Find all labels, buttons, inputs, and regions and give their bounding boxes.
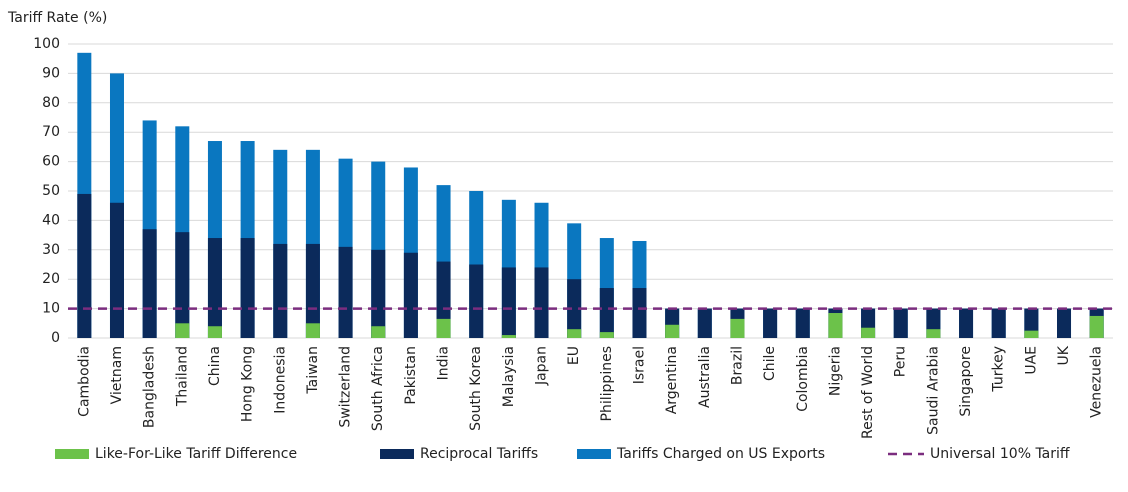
bar	[305, 323, 320, 338]
bar	[207, 326, 222, 338]
bar	[861, 327, 876, 338]
bar	[436, 318, 451, 338]
bar	[926, 329, 941, 338]
bar	[142, 229, 157, 338]
legend-label: Tariffs Charged on US Exports	[616, 446, 825, 462]
x-tick-label: Singapore	[958, 346, 974, 417]
bar	[501, 335, 516, 338]
legend-label: Like-For-Like Tariff Difference	[95, 446, 297, 462]
x-tick-label: Australia	[697, 346, 713, 408]
bar	[273, 243, 288, 338]
bar	[730, 318, 745, 338]
bar	[991, 308, 1006, 338]
y-tick-label: 70	[42, 124, 60, 140]
y-tick-label: 40	[42, 212, 60, 228]
x-tick-label: Malaysia	[501, 346, 517, 407]
y-tick-label: 60	[42, 154, 60, 170]
x-tick-label: Peru	[893, 346, 909, 377]
bar	[77, 193, 92, 338]
x-tick-label: UAE	[1023, 346, 1039, 375]
bar	[1089, 315, 1104, 338]
bar	[175, 232, 190, 338]
x-tick-label: Chile	[762, 346, 778, 381]
x-tick-label: Thailand	[174, 346, 190, 407]
y-tick-label: 50	[42, 183, 60, 199]
x-tick-label: South Korea	[468, 346, 484, 431]
x-tick-label: Japan	[534, 346, 550, 386]
x-tick-label: Colombia	[795, 346, 811, 412]
x-tick-label: Rest of World	[860, 346, 876, 439]
bar	[763, 308, 778, 338]
bar	[1024, 330, 1039, 338]
bar	[795, 308, 810, 338]
bar	[534, 267, 549, 338]
x-tick-label: Venezuela	[1089, 346, 1105, 418]
bar	[599, 332, 614, 338]
y-tick-label: 30	[42, 242, 60, 258]
y-tick-label: 0	[51, 330, 60, 346]
bar	[828, 313, 843, 338]
x-tick-label: Indonesia	[272, 346, 288, 414]
bar	[371, 249, 386, 338]
x-tick-label: EU	[566, 346, 582, 365]
bar	[501, 267, 516, 338]
x-tick-label: Brazil	[729, 346, 745, 385]
bar	[305, 243, 320, 338]
legend-swatch	[577, 449, 611, 459]
x-tick-label: Cambodia	[76, 346, 92, 417]
bar	[665, 324, 680, 338]
x-tick-label: South Africa	[370, 346, 386, 431]
x-tick-label: Argentina	[664, 346, 680, 414]
bar	[371, 326, 386, 338]
bar	[697, 308, 712, 338]
x-tick-label: Israel	[631, 346, 647, 384]
x-tick-label: Philippines	[599, 346, 615, 421]
legend-swatch	[380, 449, 414, 459]
x-tick-label: Bangladesh	[142, 346, 158, 428]
bar	[403, 252, 418, 338]
x-tick-label: Turkey	[991, 346, 1007, 393]
bar	[567, 329, 582, 338]
x-tick-label: Vietnam	[109, 346, 125, 404]
bar	[893, 308, 908, 338]
bar	[207, 238, 222, 338]
legend-label: Universal 10% Tariff	[930, 446, 1070, 462]
y-tick-label: 80	[42, 95, 60, 111]
bar	[175, 323, 190, 338]
x-tick-label: India	[436, 346, 452, 380]
x-tick-label: Taiwan	[305, 346, 321, 395]
y-tick-label: 90	[42, 65, 60, 81]
bar	[959, 308, 974, 338]
legend-label: Reciprocal Tariffs	[420, 446, 538, 462]
x-tick-label: Hong Kong	[240, 346, 256, 422]
bar	[469, 264, 484, 338]
bar	[567, 279, 582, 338]
x-tick-label: Nigeria	[827, 346, 843, 396]
x-tick-label: Switzerland	[338, 346, 354, 428]
y-tick-label: 10	[42, 301, 60, 317]
x-tick-label: Pakistan	[403, 346, 419, 405]
y-tick-label: 20	[42, 271, 60, 287]
x-tick-label: China	[207, 346, 223, 386]
x-tick-label: Saudi Arabia	[925, 346, 941, 435]
x-tick-label: UK	[1056, 345, 1072, 365]
bar	[338, 246, 353, 338]
bar	[632, 288, 647, 338]
bar	[1057, 308, 1072, 338]
bar	[109, 202, 124, 338]
bar	[599, 288, 614, 338]
y-tick-label: 100	[33, 36, 60, 52]
bar	[240, 238, 255, 338]
y-axis-title: Tariff Rate (%)	[7, 10, 107, 26]
legend-swatch	[55, 449, 89, 459]
